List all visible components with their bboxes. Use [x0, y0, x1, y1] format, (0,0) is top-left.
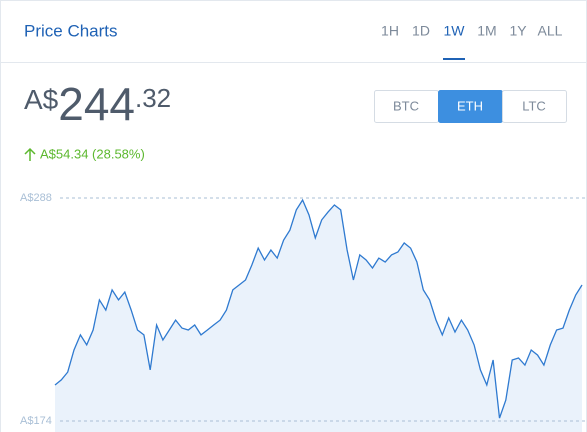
- area-fill: [55, 200, 582, 432]
- time-tab[interactable]: 1D: [412, 23, 430, 39]
- up-arrow: [24, 147, 36, 161]
- time-tab[interactable]: 1Y: [509, 23, 527, 39]
- price-fraction: .32: [135, 83, 171, 113]
- currency-label[interactable]: ETH: [457, 98, 483, 113]
- time-tab[interactable]: 1W: [444, 23, 466, 39]
- time-tab[interactable]: 1H: [381, 23, 399, 39]
- y-tick-label: A$288: [20, 192, 52, 204]
- y-tick-label: A$174: [20, 415, 52, 427]
- price-line: [54, 198, 583, 419]
- price: A$244.32: [24, 78, 171, 130]
- time-tab[interactable]: 1M: [477, 23, 496, 39]
- price-integer: 244: [58, 78, 135, 130]
- currency-button[interactable]: [502, 90, 567, 123]
- currency-label[interactable]: LTC: [522, 98, 546, 113]
- currency-label[interactable]: BTC: [393, 98, 419, 113]
- time-tab[interactable]: ALL: [538, 23, 563, 39]
- active-tab-underline: [443, 58, 465, 60]
- price-change: A$54.34 (28.58%): [40, 146, 145, 161]
- title: Price Charts: [24, 21, 118, 40]
- price-currency: A$: [24, 84, 59, 115]
